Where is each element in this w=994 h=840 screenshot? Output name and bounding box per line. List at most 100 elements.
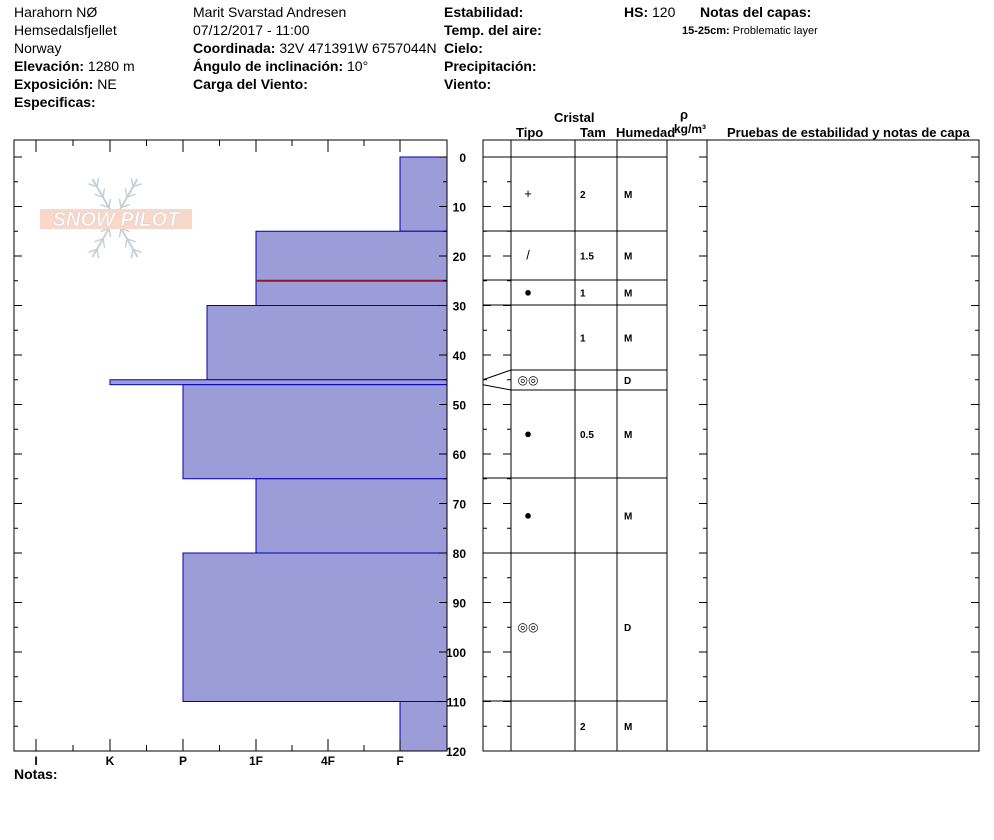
- notes-label: Notas:: [14, 766, 58, 782]
- col-crystal: Cristal: [554, 110, 595, 125]
- layer-note-text: Problematic layer: [732, 25, 818, 37]
- sky-label: Cielo:: [444, 40, 483, 56]
- moisture-value: M: [624, 512, 632, 523]
- observation-datetime: 07/12/2017 - 11:00: [193, 22, 310, 38]
- depth-label: 120: [446, 745, 466, 759]
- specifics-label: Especificas:: [14, 94, 96, 110]
- snowflake-branch: [102, 238, 106, 248]
- snowflake-branch: [108, 198, 112, 208]
- hardness-bar: [255, 280, 448, 306]
- crystal-type: ◎◎: [518, 620, 539, 634]
- row-connector: [482, 384, 512, 391]
- wind-label: Viento:: [444, 76, 492, 92]
- moisture-value: D: [624, 376, 631, 387]
- coordinate-value: 32V 471391W 6757044N: [279, 40, 437, 56]
- hardness-bar: [182, 384, 448, 480]
- snowflake-branch: [124, 238, 128, 248]
- layer-notes-label: Notas del capas:: [700, 4, 812, 20]
- hardness-label: P: [179, 754, 187, 768]
- depth-label: 40: [453, 349, 467, 363]
- layer-note-range: 15-25cm:: [682, 25, 730, 37]
- stability-label: Estabilidad:: [444, 4, 524, 20]
- incline-row: Ángulo de inclinación: 10°: [193, 57, 368, 75]
- air-temp-label: Temp. del aire:: [444, 22, 542, 38]
- depth-label: 30: [453, 300, 467, 314]
- elevation-row: Elevación: 1280 m: [14, 57, 135, 75]
- snowflake-branch: [88, 248, 98, 253]
- col-moisture: Humedad: [616, 125, 676, 140]
- area-name: Hemsedalsfjellet: [14, 22, 117, 38]
- location-name: Harahorn NØ: [14, 4, 98, 20]
- hs-row: HS: 120: [624, 3, 675, 21]
- snowflake-branch: [132, 183, 142, 188]
- hardness-bar: [255, 478, 448, 554]
- snowflake-branch: [132, 248, 142, 253]
- col-tests: Pruebas de estabilidad y notas de capa: [727, 125, 970, 140]
- snowflake-branch: [118, 198, 122, 208]
- snowflake-branch: [130, 249, 134, 259]
- crystal-size: 0.5: [580, 430, 594, 441]
- crystal-size: 2: [580, 190, 586, 201]
- coordinate-row: Coordinada: 32V 471391W 6757044N: [193, 39, 437, 57]
- snowflake-branch: [126, 193, 136, 198]
- crystal-size: 1: [580, 289, 586, 300]
- crystal-type: ●: [524, 285, 532, 300]
- hardness-label: 1F: [249, 754, 263, 768]
- logo-band: [40, 209, 192, 229]
- snowflake-branch: [126, 238, 136, 243]
- col-density-unit: kg/m³: [674, 122, 707, 136]
- layer-table-frame: [482, 139, 980, 752]
- observer-name: Marit Svarstad Andresen: [193, 4, 347, 20]
- col-rho: ρ: [680, 107, 689, 122]
- depth-label: 70: [453, 498, 467, 512]
- hardness-bar: [206, 305, 448, 381]
- coordinate-label: Coordinada:: [193, 40, 276, 56]
- depth-label: 110: [447, 696, 467, 710]
- moisture-value: M: [624, 252, 632, 263]
- elevation-label: Elevación:: [14, 58, 85, 74]
- moisture-value: D: [624, 623, 631, 634]
- snowflake-branch: [120, 203, 130, 209]
- depth-label: 20: [453, 250, 467, 264]
- snowflake-branch: [118, 228, 122, 238]
- hardness-label: 4F: [321, 754, 335, 768]
- hardness-bar: [109, 379, 448, 386]
- snowflake-branch: [94, 238, 104, 243]
- col-size: Tam: [580, 125, 606, 140]
- hs-label: HS:: [624, 4, 649, 20]
- snowflake-branch: [130, 177, 134, 187]
- aspect-row: Exposición: NE: [14, 75, 117, 93]
- aspect-value: NE: [97, 76, 117, 92]
- country-name: Norway: [14, 40, 62, 56]
- snowflake-branch: [94, 193, 104, 198]
- hardness-frame: [13, 139, 448, 752]
- snowflake-branch: [88, 183, 98, 188]
- depth-label: 10: [453, 201, 467, 215]
- snowflake-branch: [96, 177, 100, 187]
- moisture-value: M: [624, 289, 632, 300]
- aspect-label: Exposición:: [14, 76, 94, 92]
- crystal-type: ◎◎: [518, 373, 539, 387]
- logo-text: SNOW PILOT: [53, 209, 181, 231]
- moisture-value: M: [624, 190, 632, 201]
- snow-pilot-logo: SNOW PILOT: [40, 177, 192, 259]
- moisture-value: M: [624, 430, 632, 441]
- crystal-type: +: [524, 186, 532, 201]
- hardness-bar: [255, 230, 448, 282]
- snowflake-branch: [96, 249, 100, 259]
- crystal-type: ●: [524, 508, 532, 523]
- crystal-type: ●: [524, 426, 532, 441]
- elevation-value: 1280 m: [87, 58, 135, 74]
- snowflake-branch: [100, 203, 110, 209]
- crystal-size: 2: [580, 722, 586, 733]
- row-connector: [482, 369, 512, 381]
- snowflake-branch: [124, 188, 128, 198]
- layer-note-row: 15-25cm: Problematic layer: [682, 22, 818, 40]
- depth-label: 60: [453, 448, 467, 462]
- snowflake-branch: [102, 188, 106, 198]
- crystal-size: 1.5: [580, 252, 594, 263]
- wind-load-label: Carga del Viento:: [193, 76, 308, 92]
- hardness-bar: [399, 156, 448, 232]
- depth-label: 0: [459, 151, 466, 165]
- incline-value: 10°: [347, 58, 369, 74]
